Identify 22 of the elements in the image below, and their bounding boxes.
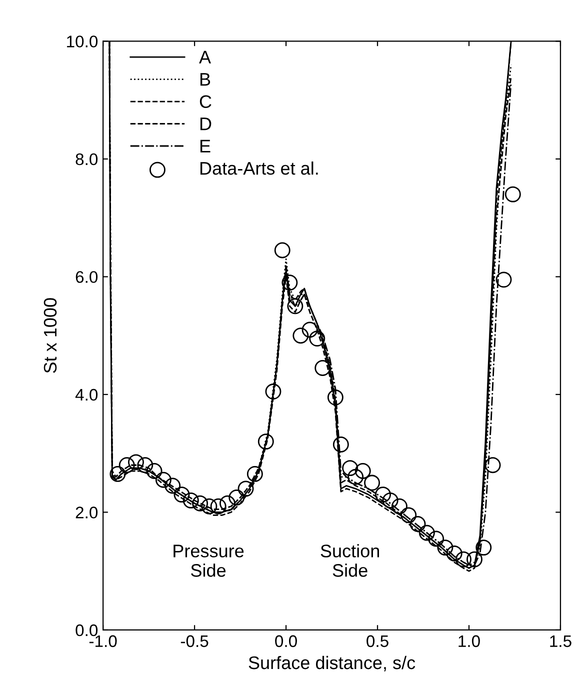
y-tick-label: 4.0 xyxy=(75,388,98,401)
x-tick-label: 0.5 xyxy=(366,635,388,648)
legend-label: B xyxy=(200,73,210,86)
x-axis-title: Surface distance, s/c xyxy=(248,656,416,672)
y-tick-label: 8.0 xyxy=(76,153,98,166)
x-tick-label: -0.5 xyxy=(180,635,208,648)
legend-label: D xyxy=(200,118,212,130)
y-tick-label: 6.0 xyxy=(76,271,98,283)
x-tick-label: 1.0 xyxy=(458,635,480,648)
y-tick-label: 0.0 xyxy=(76,624,98,636)
legend-label: E xyxy=(200,140,210,152)
y-tick-label: 2.0 xyxy=(76,506,98,518)
x-tick-label: 0.0 xyxy=(275,635,297,648)
x-tick-label: 1.5 xyxy=(550,635,572,648)
annotation: Suction Side xyxy=(320,544,380,577)
y-tick-label: 10.0 xyxy=(67,36,98,48)
legend-label: C xyxy=(200,95,212,108)
x-tick-label: -1.0 xyxy=(89,635,117,648)
legend-label: Data-Arts et al. xyxy=(200,161,318,175)
annotation: Pressure Side xyxy=(174,544,244,577)
y-axis-title: St x 1000 xyxy=(44,298,57,373)
legend-label: A xyxy=(199,50,212,64)
